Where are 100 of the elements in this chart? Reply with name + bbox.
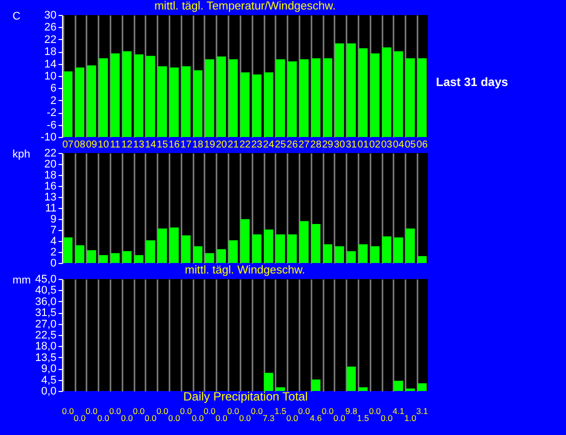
- bar: [110, 53, 120, 137]
- x-tick-label: 17: [180, 140, 192, 150]
- bar: [382, 47, 392, 137]
- bar: [311, 380, 320, 391]
- y-tick-label: 20: [44, 158, 56, 170]
- bar: [264, 372, 274, 391]
- x-tick-label: 21: [228, 140, 240, 150]
- chart-title: mittl. tägl. Temperatur/Windgeschw.: [154, 0, 336, 12]
- bar: [358, 387, 368, 391]
- bar: [264, 72, 274, 137]
- x-tick-label: 05: [404, 140, 416, 150]
- bar: [394, 380, 404, 391]
- y-tick-label: 22,5: [35, 330, 56, 342]
- x-tick-label: 22: [239, 140, 251, 150]
- x-tick-label: 03: [381, 140, 393, 150]
- data-label: 0.0: [144, 413, 157, 423]
- bar: [417, 58, 427, 137]
- y-tick-label: 6: [50, 82, 56, 95]
- x-tick-label: 31: [346, 140, 358, 150]
- y-tick-label: 11: [45, 202, 56, 214]
- data-label: 0.0: [298, 406, 310, 416]
- bar: [98, 255, 108, 263]
- bar: [193, 70, 202, 137]
- y-tick-label: 0,0: [41, 386, 56, 398]
- y-tick-label: -6: [46, 119, 56, 132]
- x-tick-label: 16: [168, 140, 180, 150]
- x-tick-label: 18: [192, 140, 204, 150]
- y-tick-label: 40,5: [35, 284, 56, 297]
- y-tick-label: 18,0: [35, 340, 56, 353]
- x-tick-label: 08: [74, 140, 86, 150]
- data-label: 0.0: [204, 406, 216, 416]
- data-label: 0.0: [215, 413, 228, 423]
- y-tick-label: 22: [44, 148, 56, 160]
- bar: [63, 237, 73, 263]
- bar: [288, 61, 297, 137]
- data-label: 0.0: [322, 406, 334, 416]
- bar: [122, 51, 132, 137]
- data-label: 1.5: [357, 413, 370, 423]
- x-axis-title: Daily Precipitation Total: [183, 390, 308, 404]
- data-label: 0.0: [368, 406, 382, 416]
- bar: [63, 71, 73, 137]
- y-tick-label: 31,5: [35, 307, 56, 320]
- bar: [370, 53, 380, 137]
- y-tick-label: 30: [44, 10, 56, 22]
- x-tick-label: 04: [392, 140, 404, 150]
- bar: [193, 246, 202, 263]
- bar: [417, 383, 427, 391]
- bar: [276, 59, 286, 137]
- x-tick-label: 13: [133, 140, 145, 150]
- bar: [228, 59, 238, 137]
- x-tick-label: 28: [310, 140, 322, 150]
- data-label: 0.0: [132, 406, 145, 416]
- data-label: 1.0: [404, 413, 416, 423]
- bar: [334, 43, 344, 137]
- y-tick-label: 10: [44, 70, 56, 82]
- bar: [406, 228, 415, 263]
- text: Last 31 days: [436, 75, 508, 89]
- bar: [252, 74, 262, 137]
- bar: [311, 224, 320, 263]
- y-tick-label: 2: [50, 246, 56, 258]
- y-tick-label: 9,0: [41, 363, 56, 376]
- data-label: 1.5: [274, 406, 287, 416]
- y-tick-label: 13,5: [35, 352, 56, 364]
- y-tick-label: 16: [44, 180, 56, 192]
- x-tick-label: 26: [286, 140, 298, 150]
- bar: [358, 244, 368, 263]
- bar: [158, 228, 167, 263]
- bar: [394, 51, 404, 137]
- bar: [122, 251, 132, 263]
- data-label: 0.0: [180, 406, 192, 416]
- bar: [417, 256, 427, 263]
- data-label: 0.0: [74, 413, 86, 423]
- x-tick-label: 02: [369, 140, 381, 150]
- bar: [299, 221, 309, 263]
- x-tick-label: 01: [358, 140, 370, 150]
- y-tick-label: 7: [50, 224, 56, 236]
- y-tick-label: 27,0: [35, 318, 56, 330]
- y-tick-label: 18: [44, 46, 56, 58]
- bar: [240, 72, 250, 137]
- y-tick-label: 36,0: [35, 296, 56, 308]
- bar: [346, 366, 356, 391]
- data-label: 0.0: [168, 413, 180, 423]
- bar: [358, 48, 368, 137]
- bar: [370, 246, 380, 263]
- x-tick-label: 20: [216, 140, 228, 150]
- bar: [311, 58, 320, 137]
- bar: [134, 255, 144, 263]
- y-tick-label: 4,5: [41, 374, 56, 386]
- data-label: 0.0: [192, 413, 204, 423]
- bar: [86, 250, 96, 263]
- y-tick-label: 0: [50, 258, 56, 270]
- bar: [323, 244, 332, 263]
- y-tick-label: 9: [50, 214, 56, 226]
- y-tick-label: -10: [40, 132, 56, 144]
- bar: [406, 58, 415, 137]
- y-tick-label: 26: [44, 22, 56, 34]
- x-tick-label: 24: [263, 140, 275, 150]
- x-tick-label: 10: [98, 140, 110, 150]
- bar: [346, 251, 356, 263]
- bar: [181, 66, 191, 137]
